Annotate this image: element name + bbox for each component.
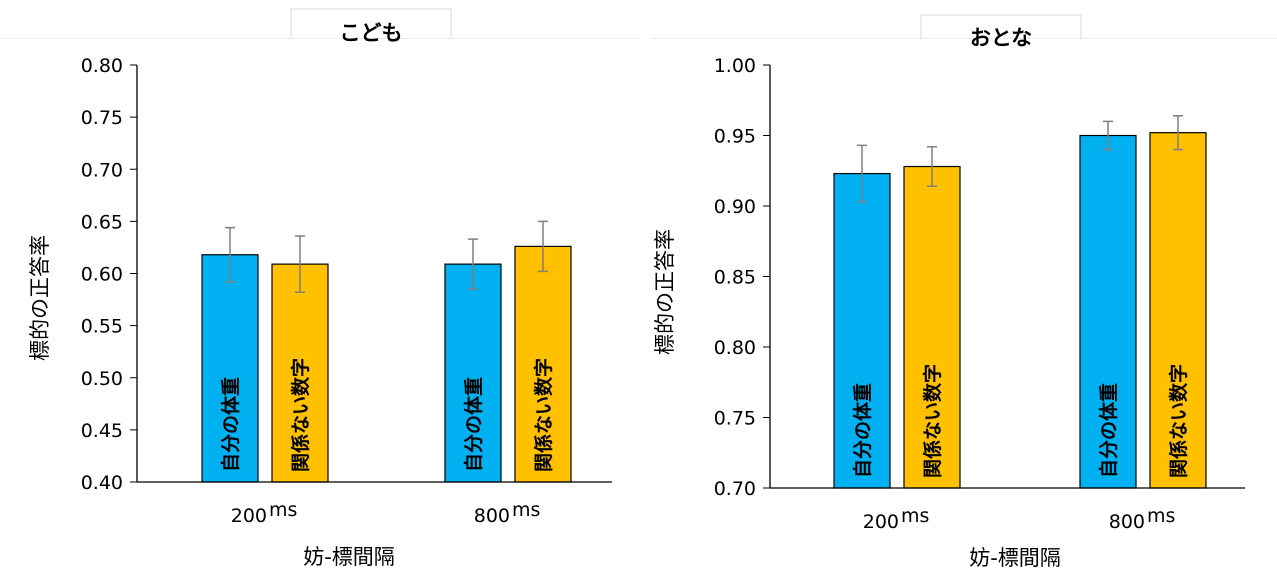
panel-title: おとな [970,26,1032,50]
y-axis-title: 標的の正答率 [28,235,52,361]
bar [201,254,259,483]
bars: 自分の体重 関係ない数字 自分の体重 関係ない数字 [833,132,1207,489]
bar-series-label: 関係ない数字 [289,358,312,472]
x-axis-categories: 200 ms 800 ms [231,499,541,527]
x-category-unit: ms [901,505,929,527]
bar [271,263,329,483]
y-tick-label: 0.85 [714,267,756,289]
bar [903,165,961,489]
y-axis-title: 標的の正答率 [653,229,677,355]
y-tick-label: 0.70 [81,159,123,181]
y-tick-label: 0.55 [81,316,123,338]
bar [1079,134,1137,489]
x-category-label: 200 [863,511,899,533]
y-tick-label: 0.70 [714,478,756,500]
y-tick-label: 0.45 [81,420,123,442]
error-bar [225,226,235,283]
y-tick-label: 0.75 [714,408,756,430]
x-axis-title: 妨-標間隔 [969,546,1061,570]
error-bar [538,220,548,273]
error-bar [1173,115,1183,151]
x-category-unit: ms [1147,505,1175,527]
error-bar [295,235,305,294]
chart-panel-adults: おとな 1.00 0.95 0.90 0.85 0.80 0.75 0.70 自分の体重 関係… [650,14,1277,570]
bar-series-label: 関係ない数字 [532,358,555,472]
x-category-label: 200 [231,505,267,527]
y-tick-label: 0.80 [81,55,123,77]
error-bar [468,238,478,290]
x-category-label: 800 [1109,511,1145,533]
error-bar [857,144,867,203]
y-axis-ticks: 1.00 0.95 0.90 0.85 0.80 0.75 0.70 [714,55,770,500]
y-axis-ticks: 0.80 0.75 0.70 0.65 0.60 0.55 0.50 0.45 0.40 [81,55,137,494]
bar-series-label: 自分の体重 [462,377,485,472]
chart-panel-children: こども 0.80 0.75 0.70 0.65 0.60 0.55 0.50 0.45 0.40… [0,8,640,569]
x-category-unit: ms [269,499,297,521]
y-tick-label: 0.40 [81,472,123,494]
bar-series-label: 自分の体重 [851,383,874,478]
error-bar [1103,120,1113,151]
x-axis-categories: 200 ms 800 ms [863,505,1176,533]
panel-title-tab [920,14,1082,38]
x-axis-title: 妨-標間隔 [303,545,395,569]
bar-series-label: 自分の体重 [1097,383,1120,478]
y-tick-label: 0.80 [714,337,756,359]
y-tick-label: 0.95 [714,126,756,148]
x-category-unit: ms [512,499,540,521]
error-bars [225,220,548,294]
bar [444,263,502,483]
bar [833,172,891,489]
x-category-label: 800 [474,505,510,527]
bar-series-label: 関係ない数字 [921,364,944,478]
panel-title: こども [340,21,403,45]
y-tick-label: 0.75 [81,107,123,129]
y-tick-label: 0.60 [81,264,123,286]
y-tick-label: 0.90 [714,196,756,218]
bar [514,245,572,483]
error-bar [927,146,937,188]
bar-series-label: 関係ない数字 [1167,364,1190,478]
y-tick-label: 0.50 [81,368,123,390]
error-bars [857,115,1183,203]
y-tick-label: 0.65 [81,211,123,233]
bar-series-label: 自分の体重 [219,377,242,472]
bar [1149,132,1207,489]
panel-title-tab [290,8,452,38]
bars: 自分の体重 関係ない数字 自分の体重 関係ない数字 [201,245,572,483]
y-tick-label: 1.00 [714,55,756,77]
